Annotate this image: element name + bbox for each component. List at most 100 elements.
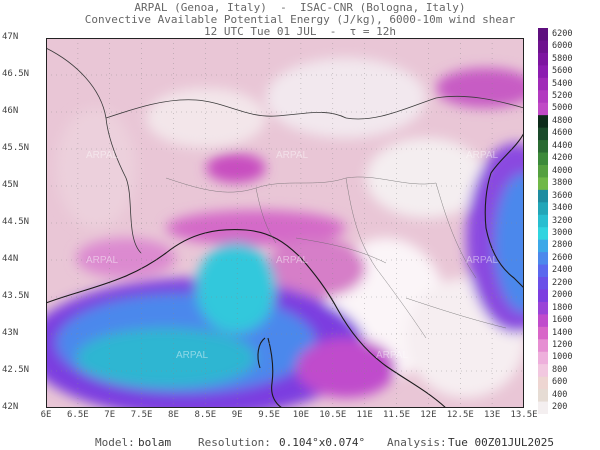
colorbar-label: 1200 [552, 340, 573, 351]
colorbar-label: 2800 [552, 240, 573, 251]
colorbar-label: 3600 [552, 190, 573, 201]
colorbar-label: 5800 [552, 53, 573, 64]
colorbar-swatch [538, 102, 548, 116]
resolution-value: 0.104°x0.074° [279, 436, 366, 449]
colorbar-swatch [538, 277, 548, 290]
colorbar-swatch [538, 401, 548, 414]
lon-label: 7E [104, 410, 116, 420]
lon-label: 11.5E [382, 410, 411, 420]
coastlines [46, 132, 524, 408]
title-line-1: ARPAL (Genoa, Italy) - ISAC-CNR (Bologna… [134, 1, 466, 14]
colorbar-label: 800 [552, 364, 568, 375]
lon-label: 8E [168, 410, 179, 420]
colorbar-swatch [538, 376, 548, 390]
lat-label: 47N [2, 32, 19, 42]
colorbar-swatch [538, 214, 548, 228]
colorbar-swatch [538, 227, 548, 241]
lat-label: 44.5N [2, 217, 30, 227]
colorbar-label: 3400 [552, 203, 573, 214]
colorbar-label: 1600 [552, 315, 573, 326]
lon-label: 9E [231, 410, 243, 420]
colorbar-label: 600 [552, 377, 568, 388]
watermarks: ARPAL ARPAL ARPAL ARPAL ARPAL ARPAL ARPA… [86, 150, 498, 361]
colorbar-label: 2600 [552, 252, 573, 263]
lon-label: 6E [40, 410, 52, 420]
colorbar-swatch [538, 140, 548, 154]
colorbar-swatch [538, 28, 548, 41]
colorbar-swatch [538, 264, 548, 278]
colorbar-label: 3800 [552, 178, 573, 189]
colorbar-swatch [538, 202, 548, 216]
colorbar-label: 1000 [552, 352, 573, 363]
analysis-value: Tue 00Z01JUL2025 [448, 436, 554, 449]
lon-label: 10E [292, 410, 310, 420]
colorbar-label: 6000 [552, 41, 573, 52]
colorbar-label: 4000 [552, 165, 573, 176]
colorbar-label: 4200 [552, 153, 573, 164]
colorbar-swatch [538, 189, 548, 203]
model-label: Model: [95, 436, 135, 449]
lon-label: 11E [356, 410, 373, 420]
cape-field [46, 58, 524, 408]
title-line-3: 12 UTC Tue 01 JUL - τ = 12h [203, 25, 397, 38]
colorbar-swatch [538, 314, 548, 328]
lat-label: 44N [2, 254, 19, 264]
watermark-3: ARPAL [466, 150, 498, 161]
map-canvas: ARPAL ARPAL ARPAL ARPAL ARPAL ARPAL ARPA… [46, 38, 524, 408]
lon-label: 13E [483, 410, 501, 420]
colorbar-label: 5400 [552, 78, 573, 89]
colorbar-label: 400 [552, 389, 568, 400]
colorbar-swatch [538, 90, 548, 104]
colorbar-swatch [538, 127, 548, 141]
analysis-label: Analysis: [387, 436, 447, 449]
colorbar-swatch [538, 177, 548, 191]
colorbar-label: 4800 [552, 115, 573, 126]
lon-label: 10.5E [319, 410, 347, 420]
lat-label: 43.5N [2, 291, 30, 301]
lat-label: 45.5N [2, 143, 30, 153]
colorbar-label: 4600 [552, 128, 573, 139]
colorbar-swatch [538, 301, 548, 315]
colorbar-swatch [538, 164, 548, 178]
model-value: bolam [138, 436, 172, 449]
colorbar-swatch [538, 252, 548, 266]
watermark-5: ARPAL [276, 255, 308, 266]
colorbar-label: 2000 [552, 290, 573, 301]
lon-label: 9.5E [258, 410, 280, 420]
colorbar-swatch [538, 289, 548, 303]
colorbar-swatch [538, 364, 548, 378]
country-borders [46, 47, 524, 254]
colorbar-swatch [538, 389, 548, 403]
colorbar-swatch [538, 339, 548, 353]
colorbar-label: 3000 [552, 227, 573, 238]
colorbar-swatch [538, 115, 548, 129]
resolution-label: Resolution: [198, 436, 271, 449]
watermark-1: ARPAL [86, 150, 118, 161]
colorbar-label: 4400 [552, 140, 573, 151]
lat-label: 45N [2, 180, 19, 190]
colorbar-label: 200 [552, 402, 568, 413]
lat-label: 43N [2, 328, 19, 338]
map-frame [46, 38, 524, 408]
watermark-6: ARPAL [466, 255, 498, 266]
title-line-2: Convective Available Potential Energy (J… [84, 13, 516, 26]
colorbar-label: 2200 [552, 277, 573, 288]
colorbar-label: 6200 [552, 28, 573, 39]
watermark-8: ARPAL [376, 350, 408, 361]
lat-label: 46N [2, 106, 19, 116]
colorbar-label: 3200 [552, 215, 573, 226]
colorbar-label: 5200 [552, 90, 573, 101]
lat-label: 42N [2, 402, 19, 412]
lon-label: 7.5E [130, 410, 153, 420]
graticule [46, 38, 524, 408]
watermark-2: ARPAL [276, 150, 308, 161]
colorbar-swatch [538, 239, 548, 253]
colorbar-label: 1800 [552, 302, 573, 313]
colorbar-swatch [538, 77, 548, 91]
colorbar-label: 5600 [552, 66, 573, 77]
colorbar [538, 28, 548, 414]
colorbar-label: 2400 [552, 265, 573, 276]
colorbar-swatch [538, 152, 548, 166]
colorbar-swatch [538, 52, 548, 66]
lon-label: 13.5E [510, 410, 538, 420]
